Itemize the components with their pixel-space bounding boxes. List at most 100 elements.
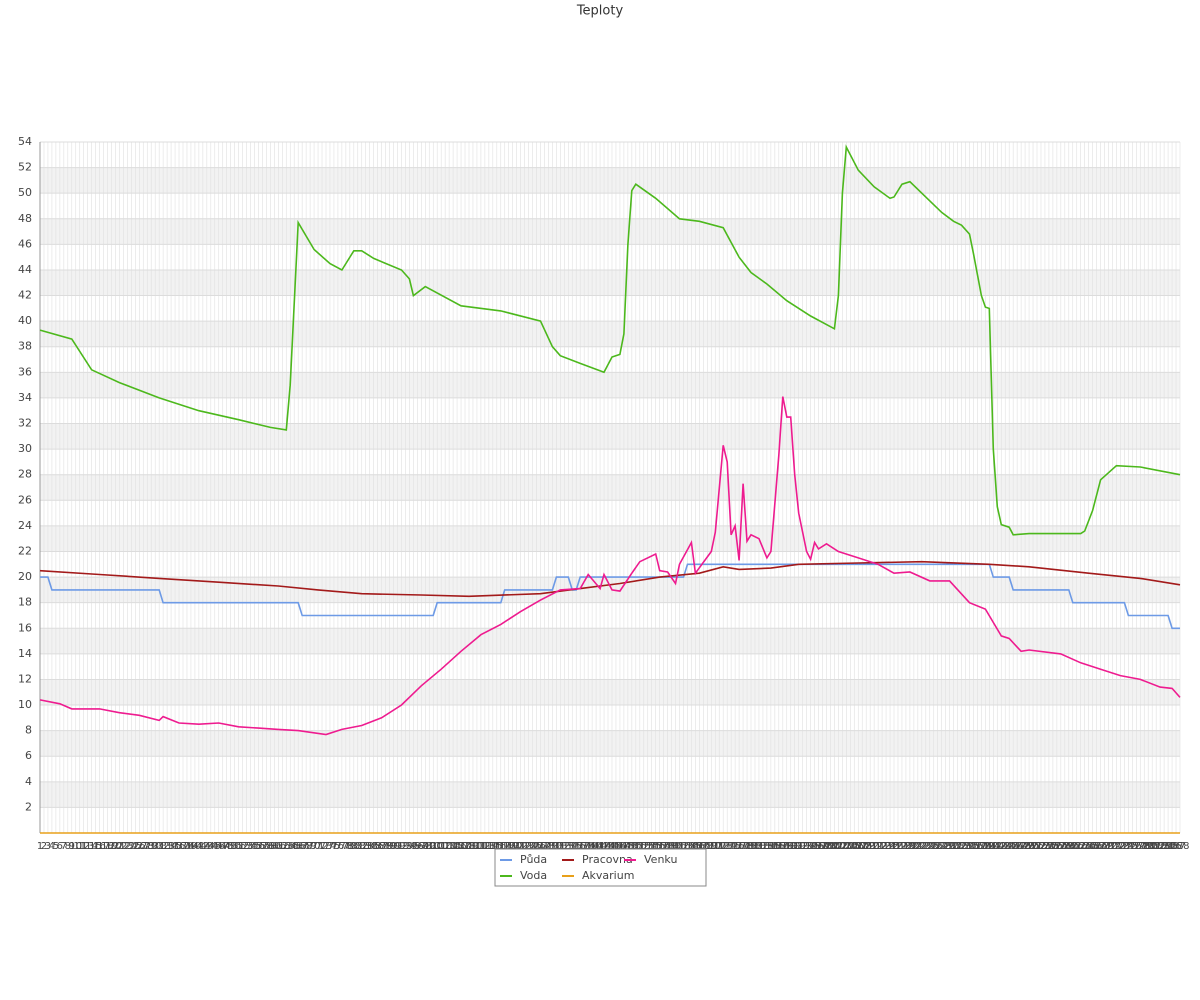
x-tick-label: 188 (773, 841, 792, 852)
x-tick-label: 162 (670, 841, 689, 852)
x-tick-label: 56 (252, 841, 265, 852)
x-tick-label: 200 (821, 841, 840, 852)
x-tick-label: 178 (734, 841, 753, 852)
x-tick-label: 19 (105, 841, 118, 852)
x-tick-label: 99 (423, 841, 436, 852)
x-tick-label: 22 (117, 841, 130, 852)
x-tick-label: 205 (841, 841, 860, 852)
y-tick-label: 44 (18, 263, 32, 276)
x-tick-label: 288 (1170, 841, 1189, 852)
legend: Půda Pracovna Venku Voda Akvarium (500, 853, 677, 882)
x-tick-label: 268 (1091, 841, 1110, 852)
x-tick-label: 59 (264, 841, 277, 852)
x-tick-label: 49 (224, 841, 237, 852)
x-tick-label: 220 (900, 841, 919, 852)
x-tick-label: 94 (403, 841, 416, 852)
x-tick-label: 170 (702, 841, 721, 852)
x-tick-label: 18 (101, 841, 114, 852)
y-tick-label: 18 (18, 596, 32, 609)
x-tick-label: 104 (440, 841, 459, 852)
x-tick-label: 85 (367, 841, 380, 852)
x-tick-label: 106 (448, 841, 467, 852)
x-tick-label: 201 (825, 841, 844, 852)
x-tick-label: 114 (479, 841, 498, 852)
x-tick-label: 111 (467, 841, 486, 852)
x-tick-label: 244 (996, 841, 1015, 852)
x-tick-label: 37 (177, 841, 190, 852)
y-tick-label: 46 (18, 237, 32, 250)
x-tick-label: 66 (292, 841, 305, 852)
x-tick-label: 151 (626, 841, 645, 852)
x-tick-label: 21 (113, 841, 126, 852)
x-tick-label: 238 (972, 841, 991, 852)
x-tick-label: 113 (475, 841, 494, 852)
x-tick-label: 171 (706, 841, 725, 852)
x-tick-label: 38 (181, 841, 194, 852)
chart-title: Teploty (576, 4, 624, 19)
y-tick-label: 30 (18, 442, 32, 455)
x-tick-label: 133 (555, 841, 574, 852)
x-tick-label: 80 (347, 841, 360, 852)
x-tick-label: 263 (1071, 841, 1090, 852)
x-tick-label: 193 (793, 841, 812, 852)
x-tick-label: 61 (272, 841, 285, 852)
x-tick-label: 272 (1107, 841, 1126, 852)
x-tick-label: 128 (535, 841, 554, 852)
x-tick-label: 156 (646, 841, 665, 852)
x-tick-label: 92 (395, 841, 408, 852)
y-tick-label: 50 (18, 186, 32, 199)
x-tick-label: 197 (809, 841, 828, 852)
x-tick-label: 134 (559, 841, 578, 852)
x-tick-label: 255 (1039, 841, 1058, 852)
x-tick-label: 24 (125, 841, 138, 852)
y-tick-label: 38 (18, 340, 32, 353)
x-tick-label: 161 (666, 841, 685, 852)
x-tick-label: 39 (185, 841, 198, 852)
x-tick-label: 256 (1043, 841, 1062, 852)
x-tick-label: 287 (1166, 841, 1185, 852)
x-tick-label: 46 (212, 841, 225, 852)
x-tick-label: 8 (65, 841, 71, 852)
x-tick-label: 229 (936, 841, 955, 852)
x-tick-label: 262 (1067, 841, 1086, 852)
x-tick-label: 163 (674, 841, 693, 852)
x-tick-label: 63 (280, 841, 293, 852)
y-tick-label: 12 (18, 672, 32, 685)
x-tick-label: 182 (749, 841, 768, 852)
x-tick-label: 267 (1087, 841, 1106, 852)
x-tick-label: 45 (208, 841, 221, 852)
x-tick-label: 142 (591, 841, 610, 852)
x-tick-label: 174 (718, 841, 737, 852)
x-tick-label: 232 (948, 841, 967, 852)
x-tick-label: 254 (1035, 841, 1054, 852)
x-tick-label: 107 (451, 841, 470, 852)
x-tick-label: 150 (622, 841, 641, 852)
grid-band (40, 781, 1180, 808)
x-tick-label: 240 (980, 841, 999, 852)
x-tick-label: 54 (244, 841, 257, 852)
x-tick-label: 141 (587, 841, 606, 852)
x-tick-label: 284 (1155, 841, 1174, 852)
x-tick-label: 247 (1008, 841, 1027, 852)
series-line (39, 560, 1181, 598)
x-tick-label: 241 (984, 841, 1003, 852)
x-tick-label: 273 (1111, 841, 1130, 852)
x-tick-label: 48 (220, 841, 233, 852)
grid-band (40, 679, 1180, 706)
x-tick-label: 83 (359, 841, 372, 852)
y-tick-label: 32 (18, 417, 32, 430)
x-tick-label: 68 (300, 841, 313, 852)
y-tick-label: 34 (18, 391, 32, 404)
x-tick-label: 67 (296, 841, 309, 852)
x-tick-label: 208 (853, 841, 872, 852)
x-tick-label: 112 (471, 841, 490, 852)
x-tick-label: 246 (1004, 841, 1023, 852)
x-tick-label: 207 (849, 841, 868, 852)
x-tick-label: 109 (459, 841, 478, 852)
x-tick-label: 213 (873, 841, 892, 852)
x-tick-label: 166 (686, 841, 705, 852)
x-tick-label: 108 (455, 841, 474, 852)
x-tick-label: 64 (284, 841, 297, 852)
x-tick-label: 73 (320, 841, 333, 852)
